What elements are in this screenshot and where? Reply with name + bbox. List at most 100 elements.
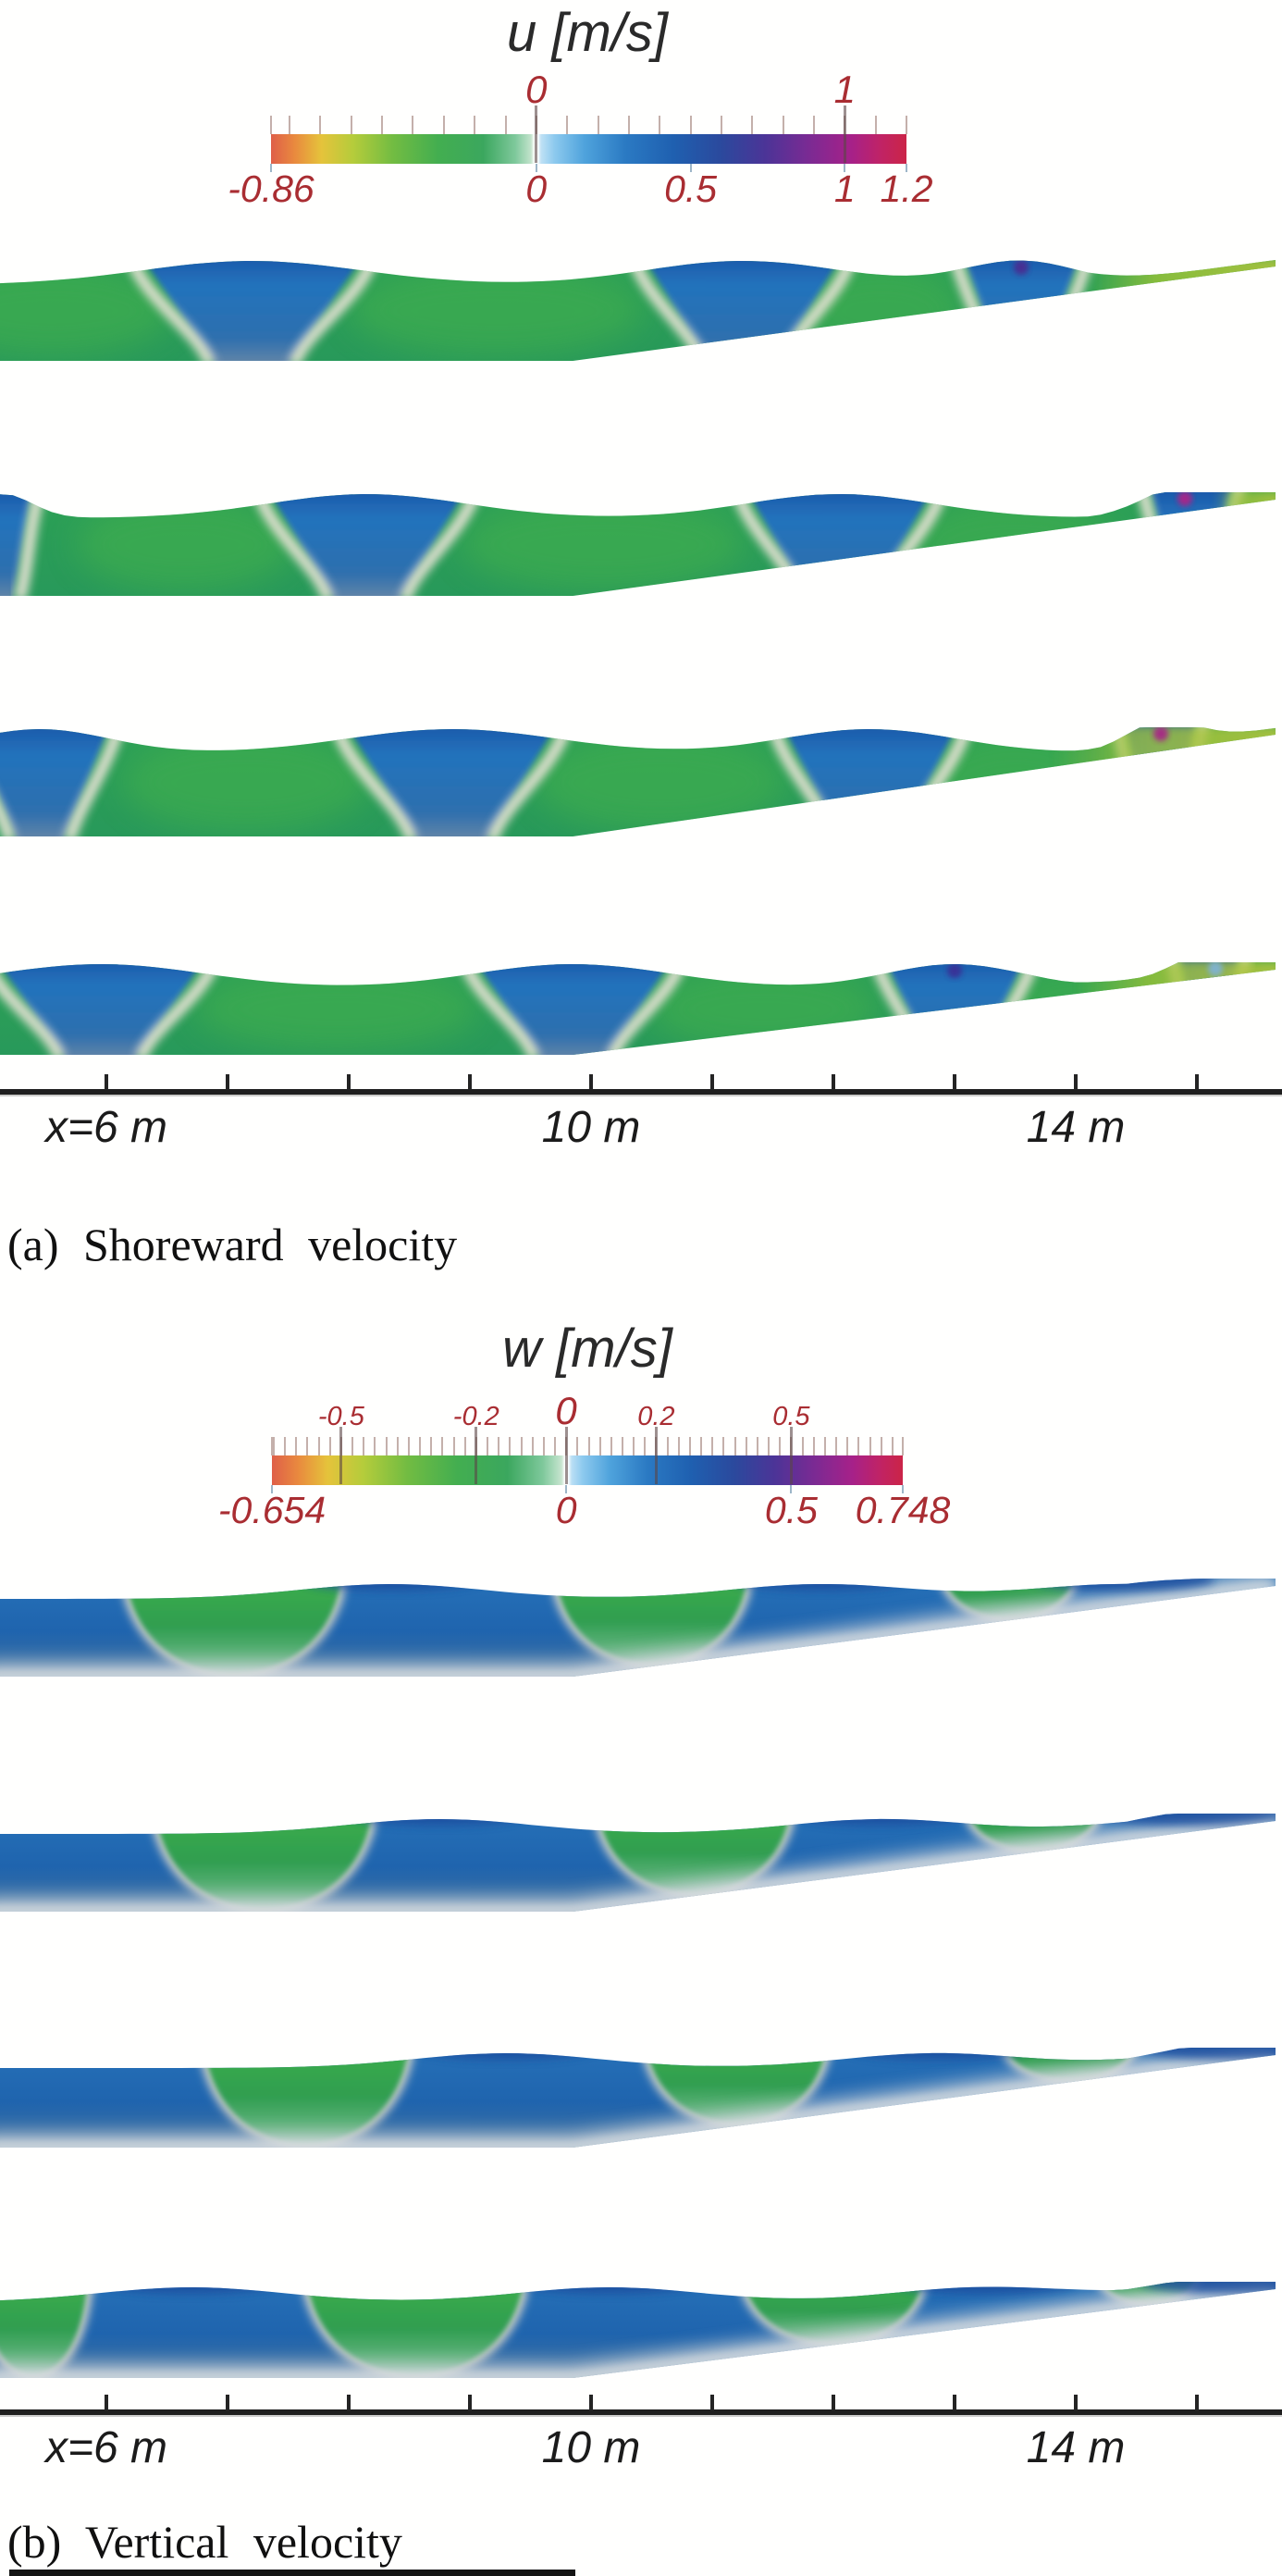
colorbar-below-tick [271,1485,273,1493]
colorbar-minor-tick [782,116,784,134]
colorbar-minor-tick [627,116,630,134]
colorbar-below-tick [844,164,846,172]
colorbar-label-above: -0.5 [317,1402,364,1431]
colorbar-minor-tick [733,1437,736,1455]
colorbar-minor-tick [689,116,692,134]
colorbar-minor-tick [677,1437,680,1455]
colorbar-label-below: -0.654 [217,1489,327,1531]
bottom-crop-artifact [9,2570,575,2576]
axis-tick [347,1074,351,1090]
colorbar-minor-tick [531,1437,534,1455]
contour-snapshot-svg [0,1579,1276,1677]
axis-label: 14 m [1026,1103,1126,1152]
colorbar-minor-tick [554,1437,556,1455]
colorbar-minor-tick [407,1437,410,1455]
colorbar-label-below: 0.5 [664,167,718,210]
contour-snapshot-svg [0,492,1276,596]
colorbar-minor-tick [317,1437,320,1455]
axis-tick [105,2395,108,2410]
colorbar-minor-tick [633,1437,635,1455]
colorbar-below-tick [906,164,907,172]
colorbar-title-w: w [m/s] [502,1319,672,1379]
axis-tick [832,2395,835,2410]
axis-tick [953,1074,956,1090]
colorbar-major-tick [339,1427,343,1484]
colorbar-minor-tick [385,1437,388,1455]
colorbar-minor-tick [374,1437,376,1455]
colorbar-minor-tick [857,1437,860,1455]
axis-tick [710,2395,714,2410]
colorbar-label-above: 0.2 [637,1402,675,1431]
colorbar-minor-tick [711,1437,714,1455]
colorbar-minor-tick [351,1437,354,1455]
colorbar-minor-tick [880,1437,882,1455]
colorbar-minor-tick [419,1437,421,1455]
colorbar-minor-tick [659,116,661,134]
colorbar-label-below: 0.5 [764,1489,818,1531]
colorbar-label-above: 0.5 [772,1402,810,1431]
colorbar-label-above: 0 [525,68,548,111]
colorbar-label-above: 1 [833,68,856,111]
velocity-snapshot [0,960,1282,1055]
colorbar-minor-tick [722,1437,725,1455]
colorbar-major-tick [843,105,846,163]
colorbar-gradient-bar [271,134,906,164]
contour-snapshot-svg [0,727,1276,836]
colorbar-minor-tick [363,1437,365,1455]
axis-tick [226,1074,229,1090]
colorbar-label-above: -0.2 [452,1402,499,1431]
axis-tick [1074,2395,1078,2410]
axis-line [0,1089,1282,1095]
contour-snapshot-svg [0,2048,1276,2148]
contour-snapshot-svg [0,1814,1276,1912]
colorbar-below-tick [270,164,272,172]
colorbar-minor-tick [272,1437,275,1455]
colorbar-label-below: 0.748 [855,1489,951,1531]
axis-tick [468,2395,472,2410]
colorbar-w: -0.5 -0.2 0 0.2 0.5 -0.654 0 0.5 0.748 [218,1386,950,1534]
panel-caption-a: (a) Shoreward velocity [7,1219,458,1270]
velocity-snapshot [0,725,1282,836]
colorbar-minor-tick [587,1437,590,1455]
colorbar-minor-tick [487,1437,488,1455]
colorbar-minor-tick [688,1437,691,1455]
axis-tick [589,1074,593,1090]
velocity-snapshot [0,1577,1282,1677]
colorbar-minor-tick [644,1437,647,1455]
colorbar-label-below: 1 [833,167,856,210]
colorbar-major-tick [535,105,538,163]
colorbar-below-tick [689,164,692,172]
axis-tick [953,2395,956,2410]
colorbar-minor-tick [295,1437,298,1455]
axis-label: 14 m [1026,2423,1126,2472]
colorbar-minor-tick [566,116,569,134]
colorbar-label-above: 0 [555,1389,577,1432]
colorbar-minor-tick [745,1437,747,1455]
colorbar-label-below: 1.2 [880,167,933,210]
colorbar-major-tick [789,1427,793,1484]
colorbar-minor-tick [463,1437,466,1455]
colorbar-minor-tick [720,116,722,134]
velocity-snapshot [0,257,1282,361]
axis-tick [1195,2395,1199,2410]
x-axis-w: x=6 m 10 m 14 m [0,2395,1282,2496]
colorbar-minor-tick [430,1437,433,1455]
colorbar-major-tick [564,1427,568,1484]
axis-tick [589,2395,593,2410]
colorbar-minor-tick [700,1437,703,1455]
colorbar-minor-tick [869,1437,871,1455]
axis-line [0,2409,1282,2415]
colorbar-minor-tick [284,1437,287,1455]
colorbar-minor-tick [509,1437,512,1455]
axis-label: x=6 m [44,1103,168,1152]
axis-tick [1074,1074,1078,1090]
colorbar-minor-tick [474,116,476,134]
axis-tick [226,2395,229,2410]
colorbar-minor-tick [576,1437,579,1455]
colorbar-minor-tick [350,116,352,134]
colorbar-label-below: -0.86 [228,167,314,210]
colorbar-minor-tick [597,116,599,134]
colorbar-minor-tick [666,1437,669,1455]
